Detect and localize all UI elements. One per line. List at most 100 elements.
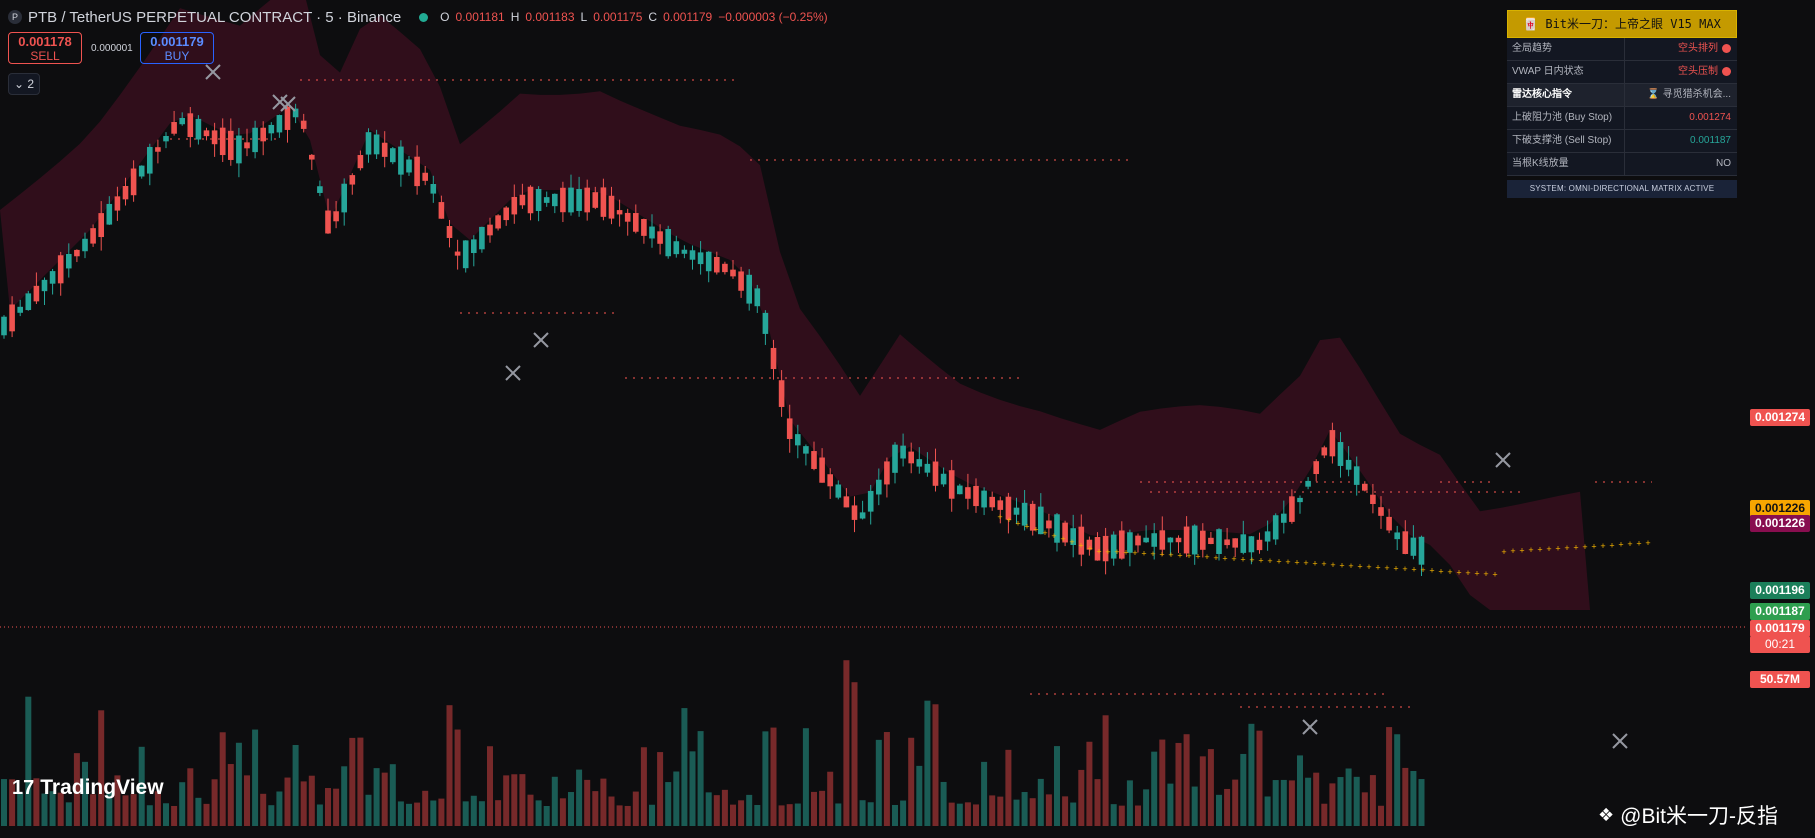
volume-bar — [1135, 805, 1141, 826]
candle — [1321, 445, 1328, 459]
tradingview-logo[interactable]: 17 TradingView — [12, 776, 164, 799]
volume-bar — [762, 731, 769, 826]
symbol-logo-icon[interactable]: P — [8, 10, 22, 24]
volume-bar — [835, 803, 842, 826]
volume-bar — [341, 766, 348, 826]
volume-bar — [1386, 727, 1393, 826]
volume-bar — [819, 790, 826, 826]
vwap-dot: + — [1042, 528, 1047, 538]
symbol-title[interactable]: PTB / TetherUS PERPETUAL CONTRACT · 5 · … — [28, 8, 402, 26]
volume-bar — [244, 775, 250, 826]
candle — [1200, 523, 1206, 558]
volume-bar — [1191, 786, 1198, 826]
volume-bar — [106, 792, 113, 826]
vwap-dot: + — [1285, 557, 1290, 567]
volume-bar — [130, 794, 137, 826]
candle — [940, 467, 947, 487]
candle — [778, 370, 785, 417]
volume-bar — [1199, 756, 1206, 826]
vwap-dot: + — [1546, 544, 1551, 554]
candle — [843, 488, 850, 508]
candle — [543, 191, 550, 207]
candle — [786, 404, 793, 453]
candle — [57, 251, 64, 296]
volume-bars — [1, 660, 1425, 826]
candle — [1337, 432, 1344, 478]
volume-bar — [171, 805, 178, 826]
volume-bar — [227, 764, 234, 826]
volume-bar — [49, 791, 56, 826]
price-label-support: 0.001196 — [1750, 582, 1810, 599]
volume-bar — [616, 805, 623, 826]
volume-bar — [551, 776, 558, 826]
volume-bar — [535, 800, 542, 826]
indicators-toggle-button[interactable]: ⌄ 2 — [8, 73, 40, 95]
candle — [746, 269, 752, 311]
candle — [390, 146, 396, 165]
x-marker — [533, 332, 549, 348]
volume-bar — [981, 761, 988, 826]
vwap-dot: + — [1267, 556, 1272, 566]
volume-bar — [397, 801, 404, 826]
vwap-dot: + — [1222, 553, 1227, 563]
volume-bar — [1345, 768, 1352, 826]
volume-bar — [1321, 803, 1328, 826]
candle — [908, 442, 914, 474]
volume-bar — [1143, 789, 1150, 826]
candle — [1208, 531, 1214, 545]
volume-bar — [211, 779, 218, 826]
volume-bar — [1297, 755, 1303, 826]
volume-bar — [82, 761, 88, 826]
candle — [471, 235, 477, 267]
volume-bar — [916, 765, 923, 826]
sell-button[interactable]: 0.001178 SELL — [8, 32, 82, 64]
volume-bar — [778, 805, 785, 826]
volume-bar — [1207, 749, 1214, 826]
volume-bar — [503, 775, 510, 826]
vwap-dot: + — [1105, 547, 1110, 557]
candle — [867, 484, 874, 525]
candle — [649, 214, 655, 248]
candle — [228, 118, 234, 166]
vwap-dot: + — [1015, 518, 1020, 528]
volume-bar — [1329, 783, 1336, 826]
candle — [33, 272, 40, 305]
volume-bar — [730, 804, 736, 826]
vwap-dot: + — [1528, 545, 1533, 555]
candle — [519, 183, 526, 209]
candle — [179, 112, 185, 126]
candle — [1070, 514, 1076, 558]
volume-bar — [697, 731, 704, 826]
volume-bar — [1094, 779, 1101, 826]
red-status-icon — [1722, 43, 1731, 53]
candle — [989, 491, 995, 511]
vwap-dot: + — [1096, 547, 1101, 557]
panel-row-buy-stop: 上破阻力池 (Buy Stop) 0.001274 — [1507, 107, 1737, 130]
buy-button[interactable]: 0.001179 BUY — [140, 32, 214, 64]
candle — [236, 127, 242, 178]
candle — [1094, 532, 1101, 561]
volume-bar — [179, 782, 186, 826]
volume-bar — [1045, 794, 1052, 826]
candle — [624, 208, 631, 236]
volume-bar — [754, 805, 761, 826]
candle — [422, 166, 428, 186]
indicator-info-panel: 🀄 Bit米一刀：上帝之眼 V15 MAX 全局趋势 空头排列 VWAP 日内状… — [1507, 10, 1737, 198]
candle — [1345, 446, 1352, 477]
vwap-dot: + — [1303, 558, 1308, 568]
candle — [697, 241, 704, 275]
volume-bar — [1110, 804, 1117, 826]
volume-bar — [1337, 777, 1344, 826]
candle — [722, 261, 728, 275]
candle — [705, 251, 712, 283]
volume-bar — [802, 728, 809, 826]
candle — [381, 131, 388, 168]
candle — [600, 178, 607, 221]
volume-bar — [1078, 769, 1085, 826]
vwap-dot: + — [1519, 546, 1524, 556]
volume-bar — [381, 772, 388, 826]
candle — [641, 218, 647, 244]
volume-bar — [1021, 792, 1028, 826]
volume-bar — [713, 795, 720, 826]
